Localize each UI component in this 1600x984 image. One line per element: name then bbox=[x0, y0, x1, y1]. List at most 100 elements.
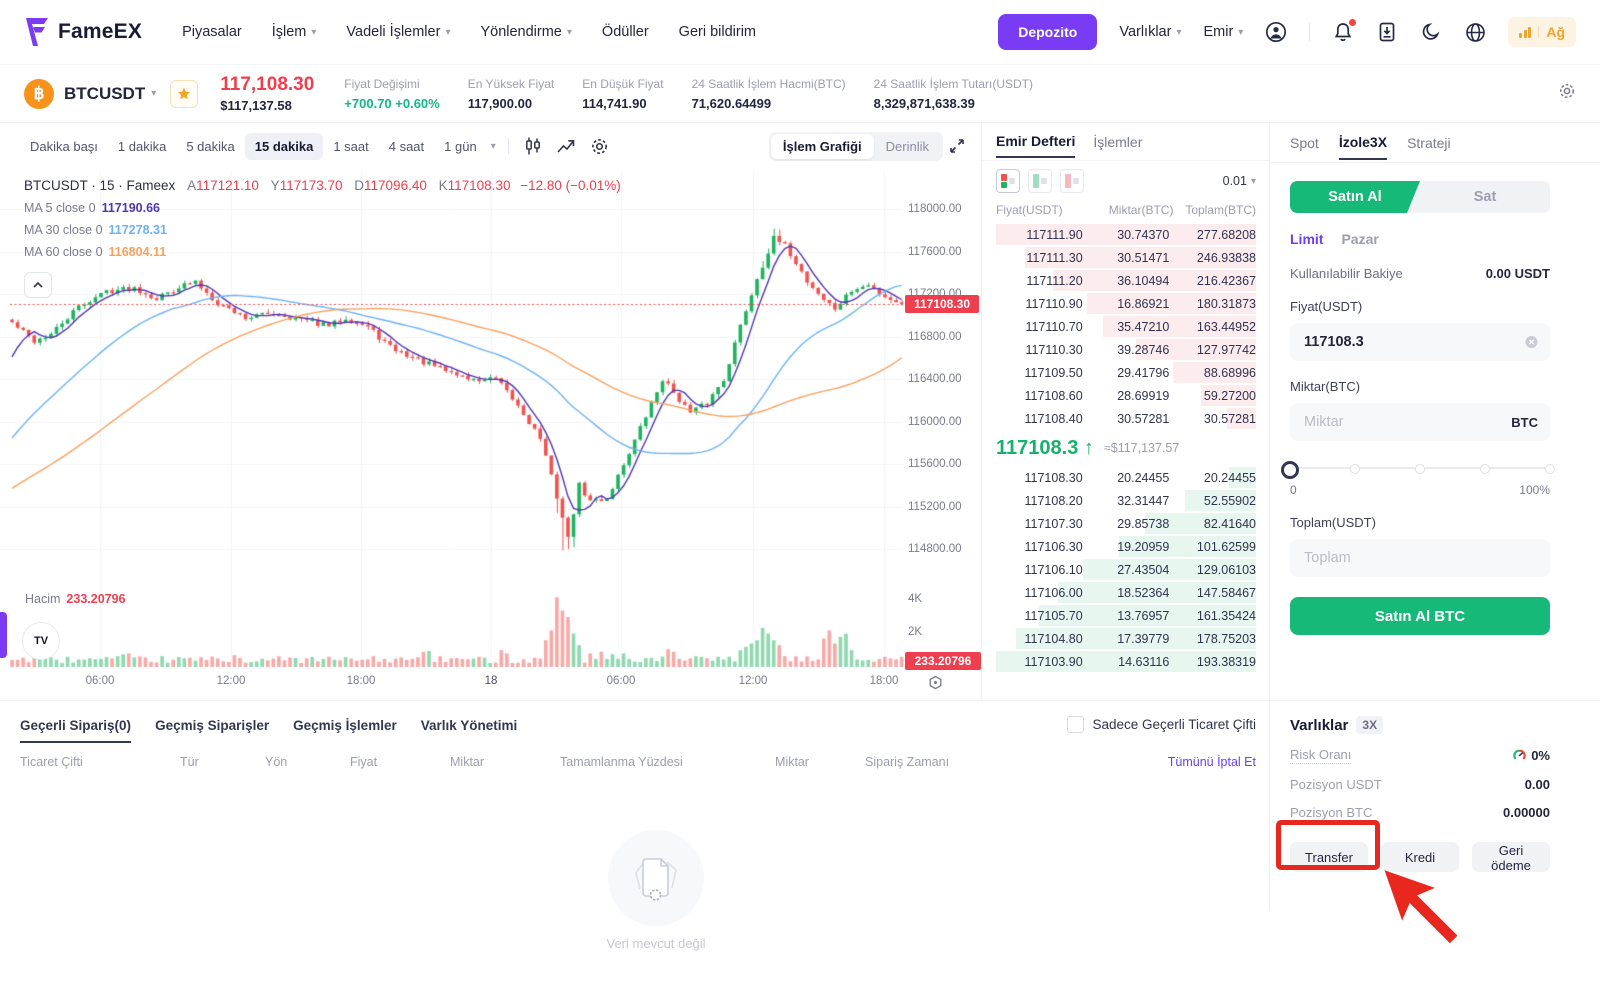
fullscreen-expand-icon[interactable] bbox=[949, 138, 965, 154]
amount-input[interactable] bbox=[1302, 413, 1504, 431]
timeframe-more-chevron-icon[interactable]: ▾ bbox=[490, 140, 496, 152]
timeframe-1dakika[interactable]: 1 dakika bbox=[117, 138, 167, 154]
chevron-down-icon[interactable]: ▾ bbox=[151, 88, 157, 99]
slider-dot[interactable] bbox=[1480, 464, 1490, 474]
credit-button[interactable]: Kredi bbox=[1381, 842, 1459, 872]
orderbook-ask-row[interactable]: 117108.60 28.69919 59.27200 bbox=[996, 384, 1256, 407]
timeframe-dakika-basi[interactable]: Dakika başı bbox=[30, 138, 98, 154]
pair-name[interactable]: BTCUSDT bbox=[64, 83, 146, 103]
repay-button[interactable]: Geri ödeme bbox=[1472, 842, 1550, 873]
tab-gecmis-siparisler[interactable]: Geçmiş Siparişler bbox=[155, 718, 270, 733]
tab-varlik-yonetimi[interactable]: Varlık Yönetimi bbox=[420, 718, 518, 733]
indicator-line-icon[interactable] bbox=[556, 137, 576, 155]
orderbook-ask-row[interactable]: 117110.90 16.86921 180.31873 bbox=[996, 292, 1256, 315]
buy-submit-button[interactable]: Satın Al BTC bbox=[1290, 597, 1550, 635]
deposit-button[interactable]: Depozito bbox=[998, 14, 1098, 50]
orderbook-mid-price[interactable]: 117108.3 ↑ ≈$117,137.57 bbox=[996, 436, 1180, 459]
orderbook-bid-row[interactable]: 117105.70 13.76957 161.35424 bbox=[996, 604, 1256, 627]
language-globe-icon[interactable] bbox=[1464, 21, 1486, 43]
tab-emir-defteri[interactable]: Emir Defteri bbox=[996, 124, 1076, 158]
trade-panel: Spot İzole3X Strateji Satın Al Sat Limit… bbox=[1270, 122, 1600, 700]
timeframe-4saat[interactable]: 4 saat bbox=[388, 138, 425, 154]
orderbook-ask-row[interactable]: 117111.30 30.51471 246.93838 bbox=[996, 246, 1256, 269]
candlestick-chart[interactable] bbox=[0, 170, 975, 676]
slider-dot[interactable] bbox=[1350, 464, 1360, 474]
slider-dot[interactable] bbox=[1545, 464, 1555, 474]
mode-islem-grafigi[interactable]: İşlem Grafiği bbox=[770, 133, 874, 159]
nav-vadeli-islemler[interactable]: Vadeli İşlemler ▾ bbox=[346, 24, 451, 40]
orderbook-bid-row[interactable]: 117107.30 29.85738 82.41640 bbox=[996, 512, 1256, 535]
view-asks-only-icon[interactable] bbox=[1060, 169, 1084, 193]
brand-logo[interactable]: FameEX bbox=[24, 17, 142, 47]
time-axis-settings-icon[interactable] bbox=[928, 675, 943, 695]
transfer-button[interactable]: Transfer bbox=[1290, 842, 1368, 872]
orderbook-bid-row[interactable]: 117108.30 20.24455 20.24455 bbox=[996, 466, 1256, 489]
chart-settings-gear-icon[interactable] bbox=[590, 137, 609, 156]
orderbook-bid-row[interactable]: 117103.90 14.63116 193.38319 bbox=[996, 650, 1256, 673]
orderbook-bid-row[interactable]: 117108.20 32.31447 52.55902 bbox=[996, 489, 1256, 512]
ticker-stats: Fiyat Değişimi +700.70 +0.60% En Yüksek Fi… bbox=[344, 77, 1033, 111]
timeframe-1saat[interactable]: 1 saat bbox=[333, 138, 369, 154]
orderbook-bid-row[interactable]: 117104.80 17.39779 178.75203 bbox=[996, 627, 1256, 650]
price-input[interactable] bbox=[1302, 333, 1526, 351]
orderbook-bid-row[interactable]: 117106.00 18.52364 147.58467 bbox=[996, 581, 1256, 604]
tradingview-logo[interactable]: TV bbox=[22, 622, 60, 660]
favorite-star-icon[interactable] bbox=[170, 79, 199, 108]
slider-handle[interactable] bbox=[1281, 461, 1299, 479]
amount-percent-slider[interactable] bbox=[1281, 461, 1555, 479]
mode-derinlik[interactable]: Derinlik bbox=[885, 138, 929, 154]
tab-izole3x[interactable]: İzole3X bbox=[1338, 124, 1388, 160]
filter-checkbox[interactable] bbox=[1067, 716, 1085, 733]
order-menu[interactable]: Emir ▾ bbox=[1203, 24, 1244, 40]
dark-mode-moon-icon[interactable] bbox=[1420, 21, 1442, 43]
tab-spot[interactable]: Spot bbox=[1290, 135, 1319, 151]
order-type-limit[interactable]: Limit bbox=[1290, 231, 1324, 247]
nav-islem[interactable]: İşlem ▾ bbox=[271, 24, 317, 40]
download-app-icon[interactable] bbox=[1376, 21, 1398, 43]
orderbook-ask-row[interactable]: 117110.70 35.47210 163.44952 bbox=[996, 315, 1256, 338]
orderbook-ask-row[interactable]: 117111.90 30.74370 277.68208 bbox=[996, 223, 1256, 246]
buy-tab[interactable]: Satın Al bbox=[1290, 181, 1420, 213]
cancel-all-link[interactable]: Tümünü İptal Et bbox=[1167, 755, 1256, 769]
notifications-bell-icon[interactable] bbox=[1332, 19, 1357, 43]
navbar-actions: Depozito Varlıklar ▾ Emir ▾ bbox=[998, 14, 1576, 50]
orders-table-header-cell: Miktar bbox=[450, 755, 485, 769]
tab-gecmis-islemler[interactable]: Geçmiş İşlemler bbox=[293, 718, 397, 733]
orderbook-ask-row[interactable]: 117111.20 36.10494 216.42367 bbox=[996, 269, 1256, 292]
nav-oduller[interactable]: Ödüller bbox=[601, 24, 649, 40]
timeframe-5dakika[interactable]: 5 dakika bbox=[186, 138, 235, 154]
network-status-badge[interactable]: Ağ bbox=[1508, 17, 1576, 47]
timeframe-1gun[interactable]: 1 gün bbox=[444, 138, 477, 154]
orderbook-ask-row[interactable]: 117109.50 29.41796 88.68996 bbox=[996, 361, 1256, 384]
price-axis-label: 117600.00 bbox=[908, 245, 962, 258]
nav-piyasalar[interactable]: Piyasalar bbox=[182, 24, 242, 40]
drawing-toolbar-handle[interactable] bbox=[0, 612, 7, 658]
account-icon[interactable] bbox=[1265, 21, 1287, 43]
legend-collapse-button[interactable] bbox=[24, 272, 52, 298]
view-both-sides-icon[interactable] bbox=[996, 169, 1020, 193]
nav-yonlendirme[interactable]: Yönlendirme ▾ bbox=[480, 24, 572, 40]
approx-usd-price: ≈$117,137.57 bbox=[1103, 441, 1180, 455]
clear-input-icon[interactable] bbox=[1525, 335, 1538, 349]
pair-filter[interactable]: Sadece Geçerli Ticaret Çifti bbox=[1067, 716, 1256, 733]
orderbook-bid-row[interactable]: 117106.10 27.43504 129.06103 bbox=[996, 558, 1256, 581]
order-type-market[interactable]: Pazar bbox=[1341, 231, 1379, 247]
price-step-select[interactable]: 0.01 ▾ bbox=[1222, 174, 1256, 188]
assets-menu[interactable]: Varlıklar ▾ bbox=[1119, 24, 1182, 40]
slider-dot[interactable] bbox=[1415, 464, 1425, 474]
timeframe-15dakika[interactable]: 15 dakika bbox=[244, 132, 324, 160]
candlestick-style-icon[interactable] bbox=[524, 136, 542, 156]
orderbook-ask-row[interactable]: 117108.40 30.57281 30.57281 bbox=[996, 407, 1256, 430]
total-input[interactable] bbox=[1302, 549, 1538, 567]
volume-axis-label: 2K bbox=[908, 626, 923, 638]
ticker-settings-gear-icon[interactable] bbox=[1558, 82, 1576, 105]
nav-geri-bildirim[interactable]: Geri bildirim bbox=[678, 24, 757, 40]
tab-islemler[interactable]: İşlemler bbox=[1093, 134, 1143, 150]
tab-gecerli-siparis[interactable]: Geçerli Sipariş(0) bbox=[20, 718, 132, 743]
orderbook-bid-row[interactable]: 117106.30 19.20959 101.62599 bbox=[996, 535, 1256, 558]
orderbook-ask-row[interactable]: 117110.30 39.28746 127.97742 bbox=[996, 338, 1256, 361]
tab-strateji[interactable]: Strateji bbox=[1407, 135, 1451, 151]
ohlc-open-label: A bbox=[187, 178, 197, 193]
sell-tab[interactable]: Sat bbox=[1473, 189, 1497, 205]
view-bids-only-icon[interactable] bbox=[1028, 169, 1052, 193]
